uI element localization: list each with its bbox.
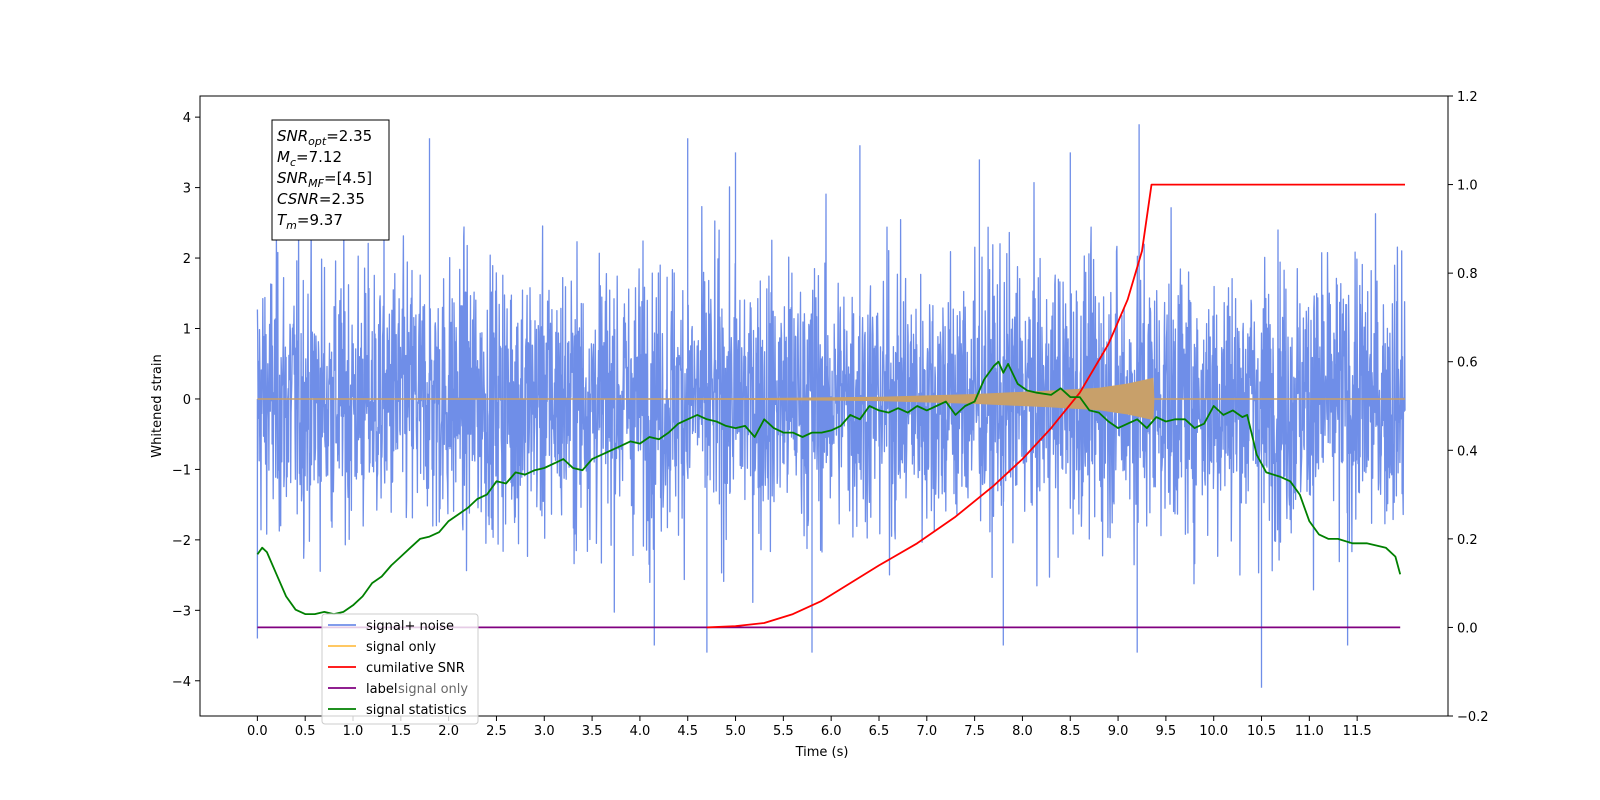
annotation-line: CSNR=2.35: [277, 190, 365, 208]
legend-ghost-label: signal only: [398, 682, 468, 697]
y-axis-label: Whitened strain: [150, 354, 165, 457]
x-tick-label: 4.5: [677, 724, 698, 739]
y-left-tick-label: 4: [183, 111, 191, 126]
y-right-tick-label: −0.2: [1457, 710, 1489, 725]
x-tick-label: 10.0: [1199, 724, 1228, 739]
x-tick-label: 11.5: [1343, 724, 1372, 739]
y-left-tick-label: 1: [183, 323, 191, 338]
y-axis-right: −0.2 0.0 0.2 0.4 0.6 0.8 1.0 1.2: [1448, 90, 1489, 725]
x-tick-label: 2.5: [486, 724, 507, 739]
x-tick-label: 2.0: [438, 724, 459, 739]
x-tick-label: 9.0: [1108, 724, 1129, 739]
x-tick-label: 5.0: [725, 724, 746, 739]
y-left-tick-label: 0: [183, 393, 191, 408]
x-tick-label: 3.0: [534, 724, 555, 739]
x-tick-label: 7.5: [964, 724, 985, 739]
x-axis-label: Time (s): [795, 745, 849, 760]
y-right-tick-label: 1.0: [1457, 179, 1478, 194]
x-tick-label: 1.5: [390, 724, 411, 739]
y-right-tick-label: 0.4: [1457, 444, 1478, 459]
y-left-tick-label: −2: [172, 534, 191, 549]
y-left-tick-label: 3: [183, 182, 191, 197]
lines-layer: [256, 183, 1405, 629]
plot-area: [256, 124, 1406, 688]
y-right-tick-label: 0.0: [1457, 621, 1478, 636]
y-axis-left: −4 −3 −2 −1 0 1 2 3 4: [172, 111, 200, 690]
legend-label: label: [366, 682, 397, 697]
x-tick-label: 1.0: [343, 724, 364, 739]
x-tick-label: 8.0: [1012, 724, 1033, 739]
cumulative-snr-line: [706, 183, 1405, 629]
x-tick-label: 8.5: [1060, 724, 1081, 739]
x-tick-label: 5.5: [773, 724, 794, 739]
legend: signal only signal+ noise signal only cumil…: [321, 613, 479, 725]
y-right-tick-label: 0.6: [1457, 356, 1478, 371]
annotation-line: SNRMF=[4.5]: [277, 169, 372, 190]
x-tick-label: 9.5: [1156, 724, 1177, 739]
x-tick-label: 10.5: [1247, 724, 1276, 739]
legend-label: cumilative SNR: [366, 661, 465, 676]
y-left-tick-label: −1: [172, 463, 191, 478]
annotation-line: SNRopt=2.35: [277, 127, 372, 148]
legend-label: signal+ noise: [366, 619, 454, 634]
annotation-line: Mc=7.12: [277, 148, 342, 169]
y-right-tick-label: 0.8: [1457, 267, 1478, 282]
x-tick-label: 3.5: [582, 724, 603, 739]
x-axis: 0.0 0.5 1.0 1.5 2.0 2.5 3.0 3.5 4.0 4.5 5.0 5.5 6.0 6…: [247, 716, 1372, 739]
x-tick-label: 4.0: [630, 724, 651, 739]
y-right-tick-label: 0.2: [1457, 533, 1478, 548]
y-right-tick-label: 1.2: [1457, 90, 1478, 105]
x-tick-label: 0.0: [247, 724, 268, 739]
annotation-line: Tm=9.37: [277, 211, 343, 232]
x-tick-label: 6.0: [821, 724, 842, 739]
x-tick-label: 7.0: [916, 724, 937, 739]
y-left-tick-label: 2: [183, 252, 191, 267]
x-tick-label: 6.5: [869, 724, 890, 739]
legend-frame: [321, 613, 479, 725]
legend-label: signal only: [366, 640, 436, 655]
x-tick-label: 0.5: [295, 724, 316, 739]
y-left-tick-label: −4: [172, 675, 191, 690]
legend-label: signal statistics: [366, 703, 467, 718]
plot-frame: [199, 95, 1449, 717]
signal-statistics-line: [256, 360, 1402, 615]
y-left-tick-label: −3: [172, 604, 191, 619]
x-tick-label: 11.0: [1295, 724, 1324, 739]
